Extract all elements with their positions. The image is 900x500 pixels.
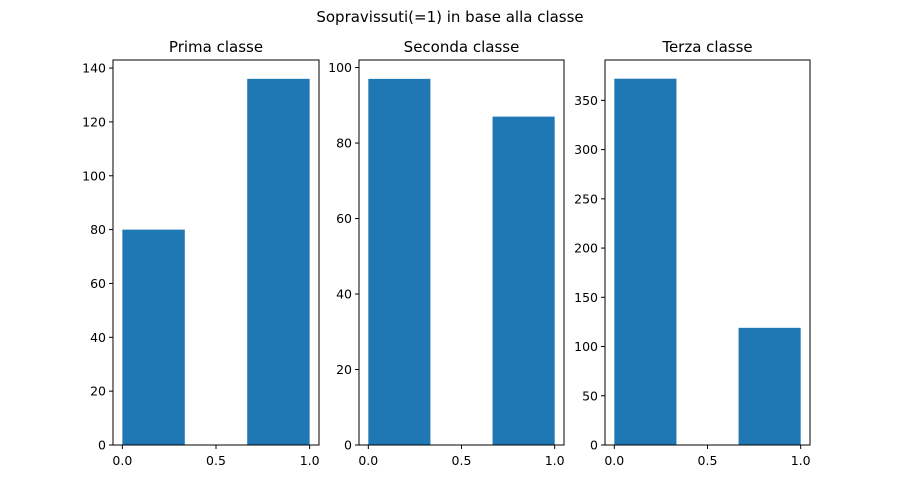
subplot-1: 0 20 40 60 80 100 120 140 0.0 0.5 1.0 Prima classe bbox=[82, 38, 319, 468]
y-tick-label: 120 bbox=[82, 114, 106, 129]
x-tick-label: 0.0 bbox=[358, 453, 378, 468]
y-tick-label: 40 bbox=[90, 330, 106, 345]
y-tick-label: 0 bbox=[98, 438, 106, 453]
y-tick-label: 80 bbox=[336, 136, 352, 151]
y-tick-label: 40 bbox=[336, 287, 352, 302]
y-tick-label: 50 bbox=[582, 388, 598, 403]
bar-1 bbox=[368, 78, 431, 445]
y-tick-label: 150 bbox=[574, 290, 598, 305]
y-tick-label: 100 bbox=[574, 339, 598, 354]
subplot-title: Terza classe bbox=[661, 38, 752, 56]
bar-2 bbox=[492, 116, 555, 445]
y-tick-label: 0 bbox=[590, 438, 598, 453]
bar-1 bbox=[122, 229, 185, 445]
subplot-3: 0 50 100 150 200 250 300 350 0.0 0.5 1.0 Terza clas… bbox=[574, 38, 811, 468]
x-tick-label: 1.0 bbox=[545, 453, 565, 468]
y-tick-label: 100 bbox=[82, 168, 106, 183]
x-tick-label: 1.0 bbox=[300, 453, 320, 468]
figure-suptitle: Sopravissuti(=1) in base alla classe bbox=[316, 8, 583, 26]
y-tick-label: 350 bbox=[574, 93, 598, 108]
y-tick-label: 20 bbox=[336, 362, 352, 377]
x-tick-label: 0.0 bbox=[604, 453, 624, 468]
bar-2 bbox=[738, 327, 801, 445]
x-tick-label: 0.5 bbox=[206, 453, 226, 468]
y-tick-label: 20 bbox=[90, 384, 106, 399]
y-tick-label: 140 bbox=[82, 61, 106, 76]
y-tick-label: 100 bbox=[328, 60, 352, 75]
x-tick-label: 0.5 bbox=[452, 453, 472, 468]
y-tick-label: 60 bbox=[336, 211, 352, 226]
x-tick-label: 0.0 bbox=[112, 453, 132, 468]
y-tick-label: 300 bbox=[574, 142, 598, 157]
subplot-2: 0 20 40 60 80 100 0.0 0.5 1.0 Seconda classe bbox=[328, 38, 565, 468]
y-tick-label: 60 bbox=[90, 276, 106, 291]
y-tick-label: 80 bbox=[90, 222, 106, 237]
subplot-title: Seconda classe bbox=[404, 38, 520, 56]
y-tick-label: 250 bbox=[574, 191, 598, 206]
y-tick-label: 200 bbox=[574, 241, 598, 256]
subplot-title: Prima classe bbox=[169, 38, 263, 56]
x-tick-label: 1.0 bbox=[791, 453, 811, 468]
bar-2 bbox=[247, 78, 310, 445]
x-tick-label: 0.5 bbox=[698, 453, 718, 468]
bar-1 bbox=[614, 78, 677, 446]
y-tick-label: 0 bbox=[344, 438, 352, 453]
